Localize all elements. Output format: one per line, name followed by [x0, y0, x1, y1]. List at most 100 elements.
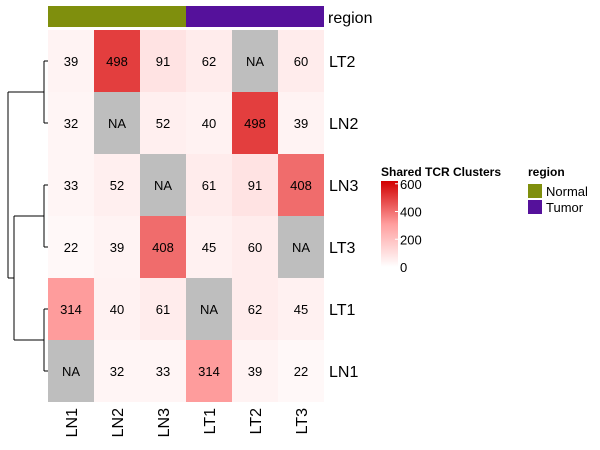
heatmap-cell	[232, 340, 278, 402]
cell-value-label: 61	[156, 302, 170, 317]
heatmap-cell	[232, 30, 278, 92]
column-label: LT2	[248, 408, 265, 434]
heatmap-cell	[94, 340, 140, 402]
row-dendrogram	[7, 60, 48, 372]
heatmap-cell	[278, 278, 324, 340]
heatmap-cell	[186, 216, 232, 278]
heatmap-cell	[278, 30, 324, 92]
cell-value-label: 61	[202, 178, 216, 193]
color-scale-bar	[381, 181, 398, 267]
color-scale-tick-label: 600	[400, 177, 422, 192]
heatmap-cell	[186, 92, 232, 154]
cell-value-label: 62	[202, 54, 216, 69]
heatmap-cell	[94, 278, 140, 340]
heatmap-cell	[232, 278, 278, 340]
heatmap-cell	[278, 92, 324, 154]
heatmap-cell	[186, 30, 232, 92]
cell-value-label: 62	[248, 302, 262, 317]
cell-value-label: 45	[294, 302, 308, 317]
row-labels: LT2 LN2 LN3 LT3 LT1 LN1	[329, 54, 358, 381]
region-legend-swatch	[528, 200, 542, 214]
cell-value-label: 39	[294, 116, 308, 131]
heatmap-cell	[140, 30, 186, 92]
annotation-cell	[94, 6, 140, 27]
heatmap-cell	[48, 154, 94, 216]
heatmap-cell	[278, 154, 324, 216]
heatmap-cell	[232, 154, 278, 216]
heatmap-cell	[140, 92, 186, 154]
column-label: LN1	[64, 408, 81, 437]
cell-value-label: NA	[292, 240, 310, 255]
color-scale-tick-label: 400	[400, 205, 422, 220]
cell-value-label: 314	[198, 364, 220, 379]
cell-value-label: 52	[156, 116, 170, 131]
row-label: LN3	[329, 178, 358, 195]
cell-value-label: 22	[294, 364, 308, 379]
heatmap-cell	[94, 92, 140, 154]
cell-value-label: 60	[294, 54, 308, 69]
cell-value-label: 498	[106, 54, 128, 69]
cell-value-label: NA	[246, 54, 264, 69]
heatmap-cell	[232, 216, 278, 278]
annotation-cell	[186, 6, 232, 27]
cell-value-label: 60	[248, 240, 262, 255]
cell-value-label: 40	[110, 302, 124, 317]
annotation-cell	[278, 6, 324, 27]
cell-value-label: NA	[62, 364, 80, 379]
column-label: LT3	[294, 408, 311, 434]
column-label: LN3	[156, 408, 173, 437]
color-scale-legend: Shared TCR Clusters 0 200 400 600	[381, 165, 501, 275]
cell-value-label: 39	[110, 240, 124, 255]
heatmap-cell	[140, 216, 186, 278]
color-scale-ticks: 0 200 400 600	[395, 177, 422, 275]
region-legend-title: region	[528, 165, 565, 179]
annotation-title: region	[328, 10, 372, 27]
heatmap-cell	[140, 340, 186, 402]
cell-value-label: 22	[64, 240, 78, 255]
color-scale-tick-label: 0	[400, 260, 407, 275]
heatmap-cell	[140, 278, 186, 340]
cell-value-label: 498	[244, 116, 266, 131]
heatmap-cell	[186, 278, 232, 340]
heatmap-cells: 39 498 91 62 NA 60 32 NA 52 40 498 39 33 52 NA 61 91 408 2…	[48, 30, 324, 402]
cell-value-label: 408	[152, 240, 174, 255]
heatmap-cell	[278, 340, 324, 402]
heatmap-cell	[48, 278, 94, 340]
cell-value-label: 52	[110, 178, 124, 193]
heatmap-cell	[94, 30, 140, 92]
region-legend-label: Normal	[546, 184, 588, 199]
color-scale-title: Shared TCR Clusters	[381, 165, 501, 179]
cell-value-label: 33	[64, 178, 78, 193]
column-label: LN2	[110, 408, 127, 437]
heatmap-cell	[48, 92, 94, 154]
heatmap-cell	[94, 216, 140, 278]
column-annotation-bar	[48, 6, 324, 27]
cell-value-label: 314	[60, 302, 82, 317]
cell-value-label: 45	[202, 240, 216, 255]
cell-value-label: NA	[108, 116, 126, 131]
cell-value-label: 32	[64, 116, 78, 131]
cell-value-label: 33	[156, 364, 170, 379]
heatmap-cell	[278, 216, 324, 278]
column-labels: LN1 LN2 LN3 LT1 LT2 LT3	[64, 408, 311, 437]
heatmap-cell	[140, 154, 186, 216]
cell-value-label: NA	[154, 178, 172, 193]
annotation-cell	[140, 6, 186, 27]
region-legend-label: Tumor	[546, 200, 584, 215]
heatmap-cell	[94, 154, 140, 216]
annotation-cell	[232, 6, 278, 27]
cell-value-label: 32	[110, 364, 124, 379]
region-legend-swatch	[528, 184, 542, 198]
heatmap-cell	[48, 340, 94, 402]
cell-value-label: NA	[200, 302, 218, 317]
row-label: LN1	[329, 364, 358, 381]
cell-value-label: 408	[290, 178, 312, 193]
cell-value-label: 39	[64, 54, 78, 69]
row-label: LT2	[329, 54, 355, 71]
row-label: LN2	[329, 116, 358, 133]
heatmap-cell	[48, 30, 94, 92]
heatmap-cell	[232, 92, 278, 154]
heatmap-cell	[186, 154, 232, 216]
